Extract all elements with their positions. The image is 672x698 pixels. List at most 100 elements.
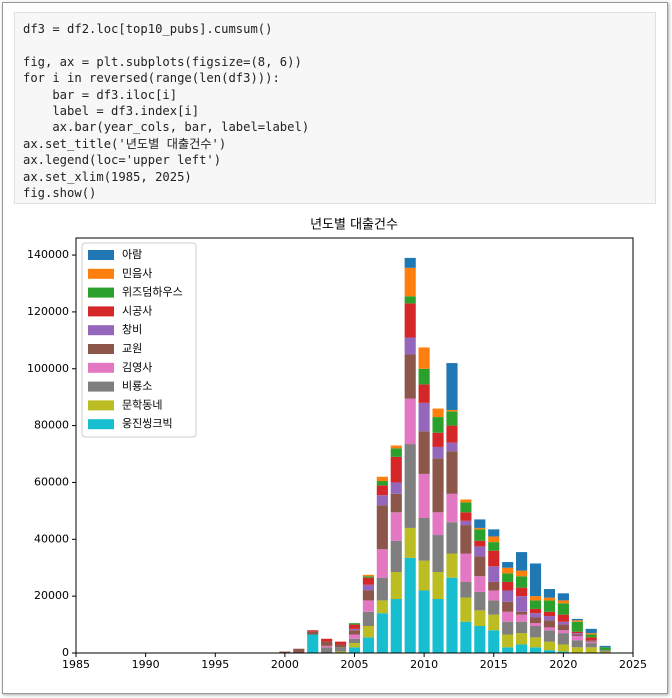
bar-segment xyxy=(362,576,374,578)
legend-swatch xyxy=(88,362,114,373)
y-tick-label: 40000 xyxy=(34,532,69,545)
bar-segment xyxy=(376,485,388,496)
bar-segment xyxy=(543,589,556,598)
bar-segment xyxy=(348,624,361,629)
x-tick-label: 2025 xyxy=(619,658,647,671)
bar-segment xyxy=(307,634,319,653)
bar-segment xyxy=(293,648,305,653)
x-tick-label: 1985 xyxy=(62,658,90,671)
bar-segment xyxy=(404,354,416,399)
bar-segment xyxy=(446,363,458,410)
y-tick-label: 120000 xyxy=(27,305,69,318)
bar-segment xyxy=(502,647,514,653)
bar-segment xyxy=(557,644,569,652)
legend-label: 창비 xyxy=(122,323,142,336)
bar-segment xyxy=(557,633,569,645)
legend-label: 교원 xyxy=(122,342,142,355)
bar-segment xyxy=(474,519,486,528)
bar-segment xyxy=(557,630,569,634)
bar-segment xyxy=(348,630,361,635)
legend-label: 민음사 xyxy=(122,267,152,280)
bar-segment xyxy=(488,566,500,582)
bar-segment xyxy=(557,621,569,625)
bar-segment xyxy=(543,597,556,601)
bar-segment xyxy=(571,633,583,635)
bar-segment xyxy=(474,546,486,557)
legend-label: 웅진씽크빅 xyxy=(122,417,173,430)
bar-segment xyxy=(376,495,388,506)
bar-segment xyxy=(460,581,472,598)
bar-segment xyxy=(543,616,556,621)
bar-segment xyxy=(446,553,458,578)
bar-segment xyxy=(488,630,500,653)
bar-segment xyxy=(418,402,430,432)
bar-segment xyxy=(599,647,611,651)
code-cell[interactable]: df3 = df2.loc[top10_pubs].cumsum() fig, … xyxy=(14,12,656,204)
bar-segment xyxy=(516,587,528,597)
bar-segment xyxy=(571,634,583,636)
bar-segment xyxy=(529,625,542,638)
bar-segment xyxy=(418,473,430,518)
bar-segment xyxy=(585,634,597,638)
bar-segment xyxy=(335,651,347,653)
bar-segment xyxy=(529,613,542,618)
bar-segment xyxy=(418,590,430,653)
bar-segment xyxy=(418,560,430,591)
bar-segment xyxy=(404,296,416,304)
bar-segment xyxy=(418,347,430,369)
bar-segment xyxy=(404,557,416,653)
bar-segment xyxy=(348,634,361,639)
bar-segment xyxy=(390,448,402,457)
bar-segment xyxy=(585,633,597,635)
bar-segment xyxy=(599,651,611,653)
bar-segment xyxy=(502,601,514,612)
bar-segment xyxy=(418,384,430,403)
bar-segment xyxy=(474,540,486,547)
bar-segment xyxy=(446,409,458,412)
bar-segment xyxy=(348,647,361,653)
bar-segment xyxy=(335,644,347,648)
bar-segment xyxy=(321,641,333,646)
bar-segment xyxy=(571,621,583,632)
legend-swatch xyxy=(88,306,114,317)
bar-segment xyxy=(516,576,528,588)
bar-segment xyxy=(404,303,416,338)
bar-segment xyxy=(404,444,416,528)
bar-segment xyxy=(376,549,388,578)
bar-segment xyxy=(571,631,583,634)
bar-segment xyxy=(502,590,514,602)
bar-segment xyxy=(585,637,597,641)
bar-segment xyxy=(543,650,556,653)
bar-segment xyxy=(376,600,388,614)
legend-label: 비룡소 xyxy=(122,380,152,393)
bar-segment xyxy=(362,600,374,612)
y-tick-label: 0 xyxy=(62,646,69,659)
bar-segment xyxy=(571,620,583,622)
bar-segment xyxy=(516,644,528,653)
bar-segment xyxy=(362,611,374,626)
bar-segment xyxy=(488,529,500,537)
bar-segment xyxy=(474,576,486,592)
bar-segment xyxy=(516,614,528,622)
bar-segment xyxy=(348,623,361,625)
bar-segment xyxy=(432,458,444,513)
bar-segment xyxy=(557,600,569,604)
bar-segment xyxy=(362,584,374,591)
bar-segment xyxy=(474,527,486,530)
bar-segment xyxy=(516,611,528,615)
bar-segment xyxy=(432,512,444,536)
bar-segment xyxy=(557,593,569,601)
legend-label: 김영사 xyxy=(122,361,152,374)
bar-segment xyxy=(460,520,472,526)
bar-segment xyxy=(474,610,486,626)
bar-segment xyxy=(390,540,402,572)
bar-segment xyxy=(529,637,542,648)
bar-segment xyxy=(474,529,486,541)
bar-segment xyxy=(488,536,500,543)
legend-label: 시공사 xyxy=(122,304,152,317)
bar-segment xyxy=(516,570,528,577)
bar-segment xyxy=(585,640,597,642)
bar-segment xyxy=(376,505,388,550)
